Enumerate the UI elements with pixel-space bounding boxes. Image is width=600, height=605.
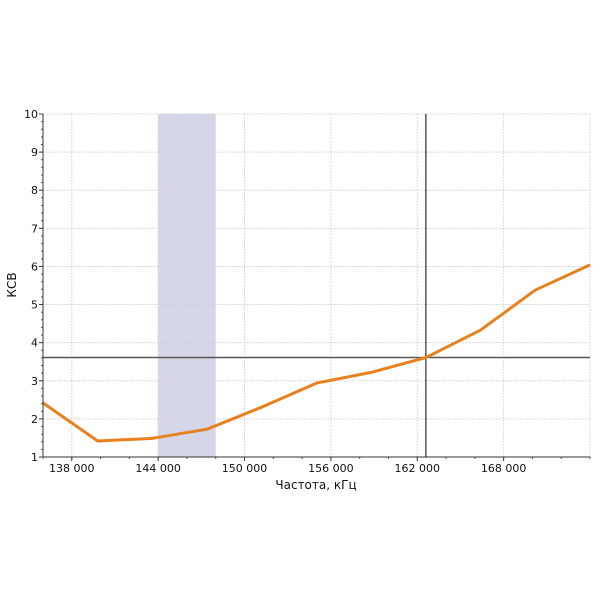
y-tick-label: 6 <box>31 260 38 273</box>
shaded-band <box>158 114 216 457</box>
y-tick-label: 7 <box>31 222 38 235</box>
x-tick-label: 168 000 <box>481 462 527 475</box>
x-axis-label: Частота, кГц <box>275 478 356 492</box>
x-tick-label: 138 000 <box>49 462 95 475</box>
y-tick-label: 8 <box>31 184 38 197</box>
y-tick-label: 5 <box>31 299 38 312</box>
y-tick-label: 2 <box>31 413 38 426</box>
y-tick-label: 9 <box>31 146 38 159</box>
vswr-line <box>43 265 590 441</box>
x-tick-label: 162 000 <box>395 462 441 475</box>
y-tick-label: 4 <box>31 337 38 350</box>
y-tick-label: 3 <box>31 375 38 388</box>
x-tick-label: 144 000 <box>135 462 181 475</box>
x-tick-label: 156 000 <box>308 462 354 475</box>
y-tick-label: 1 <box>31 451 38 464</box>
x-tick-label: 150 000 <box>222 462 268 475</box>
y-axis-label: КСВ <box>5 272 19 297</box>
y-tick-label: 10 <box>24 108 38 121</box>
